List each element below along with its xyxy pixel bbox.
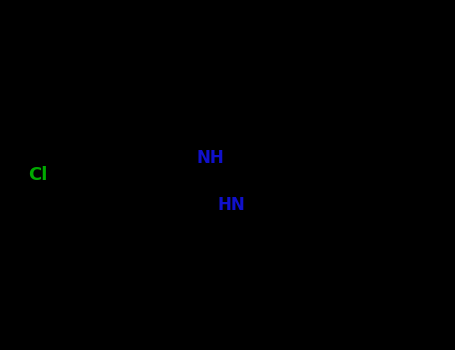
Text: NH: NH [196,149,224,167]
Text: Cl: Cl [28,166,47,184]
Text: HN: HN [217,196,245,214]
